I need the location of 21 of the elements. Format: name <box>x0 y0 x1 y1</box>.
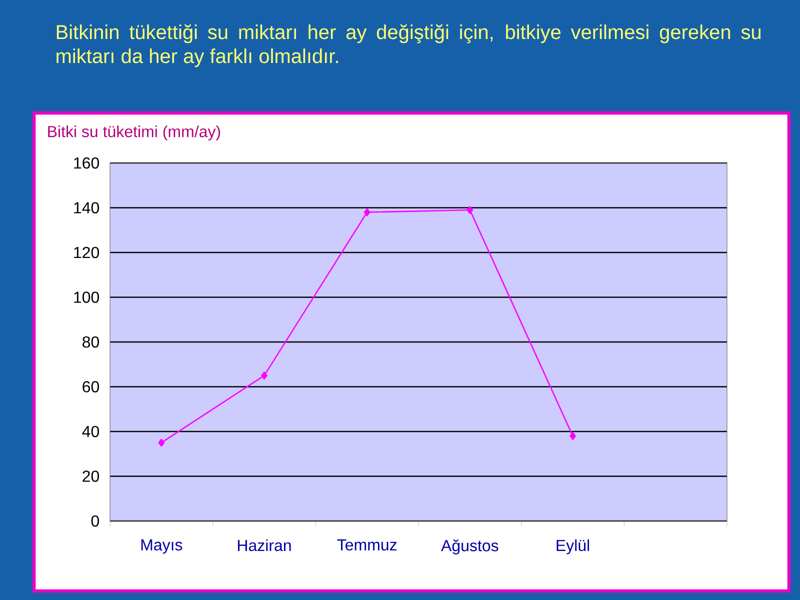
y-tick-label: 160 <box>74 157 100 169</box>
point <box>466 206 474 214</box>
point <box>261 372 268 380</box>
point <box>364 208 370 216</box>
y-axis-title: Bitki su tüketimi (mm/ay) <box>48 125 220 140</box>
x-tick-label: Haziran <box>238 539 291 552</box>
y-tick-label: 60 <box>82 381 100 392</box>
y-tick-label: 140 <box>74 202 100 214</box>
chart-title: Bitkinin tükettiği su miktarı her ay değiştiği için, bitkiye verilmesi gereken su miktarı da her ay farklı olmalıdır. <box>56 24 760 68</box>
y-tick-label: 120 <box>74 246 100 258</box>
y-tick-label: 40 <box>82 426 100 438</box>
y-tick-label: 0 <box>91 515 100 527</box>
point <box>570 432 576 440</box>
x-tick-label: Ağustos <box>441 539 498 554</box>
x-tick-label: Eylül <box>556 539 590 554</box>
y-tick-label: 100 <box>74 292 100 303</box>
point <box>158 438 165 447</box>
y-tick-label: 20 <box>82 470 100 482</box>
x-tick-label: Temmuz <box>337 539 397 551</box>
y-tick-label: 80 <box>82 336 100 348</box>
x-tick-label: Mayıs <box>141 539 182 554</box>
